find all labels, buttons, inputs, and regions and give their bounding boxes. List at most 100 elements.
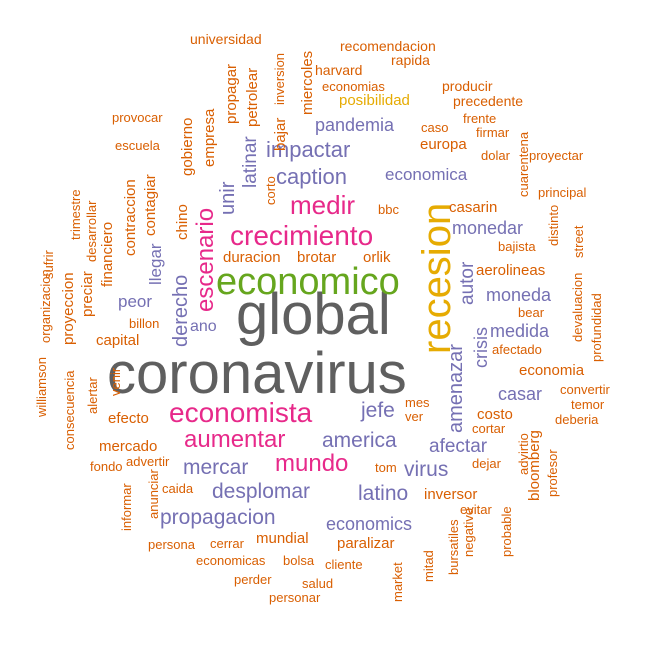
word: afectar (429, 436, 488, 457)
word: economia (519, 362, 585, 379)
word: corto (263, 176, 278, 205)
word: negativo (461, 507, 476, 557)
word: europa (420, 136, 467, 153)
word: duracion (223, 249, 281, 266)
word: proyeccion (60, 272, 77, 345)
word: cortar (472, 421, 506, 436)
word: ano (190, 318, 217, 335)
word: posibilidad (339, 92, 410, 109)
word: bear (518, 305, 545, 320)
word: derecho (170, 274, 192, 347)
word: jefe (361, 399, 395, 422)
word: frente (463, 111, 497, 126)
word: llegar (146, 243, 165, 285)
word: distinto (546, 204, 561, 246)
word: profundidad (589, 293, 604, 362)
word: desplomar (212, 480, 311, 503)
word: alertar (85, 377, 100, 414)
word: propagar (223, 63, 240, 124)
word: desarrollar (84, 200, 99, 262)
word: bolsa (283, 553, 315, 568)
word: economicas (196, 553, 266, 568)
word: casarin (449, 199, 498, 216)
word: mundial (256, 530, 309, 547)
word: amenazar (445, 344, 467, 433)
word: preciar (79, 271, 96, 317)
word: cliente (325, 557, 363, 572)
word: inversor (424, 486, 478, 503)
word: crisis (471, 327, 491, 368)
word: capital (96, 332, 140, 349)
word: anunciar (146, 469, 161, 519)
word: monedar (452, 218, 524, 238)
word: empresa (201, 108, 218, 167)
word: unir (217, 181, 239, 215)
word: mercar (183, 456, 249, 479)
word: economias (322, 79, 385, 94)
word: mitad (421, 550, 436, 582)
word: inversion (272, 52, 287, 105)
word: consecuencia (62, 370, 77, 451)
word: informar (119, 483, 134, 531)
word: bbc (378, 202, 399, 217)
word: convertir (560, 382, 610, 397)
word: medir (290, 190, 356, 220)
word: trimestre (68, 189, 83, 240)
word: chino (174, 204, 191, 240)
word: bajista (498, 239, 536, 254)
word: caption (276, 164, 347, 189)
word: profesor (545, 449, 560, 497)
word: global (236, 282, 391, 347)
word: escuela (115, 138, 160, 153)
word: contagiar (142, 174, 159, 236)
word: america (322, 429, 397, 452)
word: personar (269, 590, 321, 605)
word: street (571, 225, 586, 258)
word: aumentar (184, 426, 286, 453)
word: gobierno (179, 117, 196, 176)
word: autor (457, 261, 478, 305)
word: advertir (126, 454, 170, 469)
word: propagacion (160, 506, 276, 529)
word: billon (129, 316, 160, 331)
word: escenario (192, 207, 219, 312)
word: recesion (415, 202, 459, 354)
word: market (390, 562, 405, 602)
word: economico (216, 261, 400, 303)
word: rapida (391, 52, 430, 68)
word: devaluacion (570, 272, 585, 342)
word: cuarentena (516, 131, 531, 197)
word: efecto (108, 410, 149, 427)
word: provocar (112, 110, 163, 125)
word: financiero (99, 221, 116, 287)
word: paralizar (337, 535, 395, 552)
word: economics (326, 514, 413, 534)
word: sufrir (41, 250, 56, 279)
word: pandemia (315, 115, 395, 135)
word: mercado (99, 438, 158, 455)
word: organizacion (38, 269, 53, 343)
word: caida (162, 481, 194, 496)
word: mundo (275, 450, 349, 477)
word: universidad (190, 31, 262, 47)
word: precedente (453, 93, 524, 109)
word: bajar (272, 117, 289, 151)
word: economica (385, 165, 468, 184)
word: producir (442, 78, 493, 94)
word: mes (405, 395, 430, 410)
word: salud (302, 576, 334, 591)
word: perder (234, 572, 272, 587)
word: moneda (486, 285, 552, 305)
word: orlik (363, 249, 391, 266)
word: costo (477, 406, 513, 423)
word: latinar (240, 136, 261, 188)
word: deberia (555, 412, 599, 427)
word: evitar (460, 502, 492, 517)
word: peor (118, 292, 153, 311)
word: dolar (481, 148, 510, 163)
word: afectado (492, 342, 542, 357)
word: ver (405, 409, 424, 424)
word: latino (358, 482, 409, 505)
word: casar (498, 384, 543, 404)
